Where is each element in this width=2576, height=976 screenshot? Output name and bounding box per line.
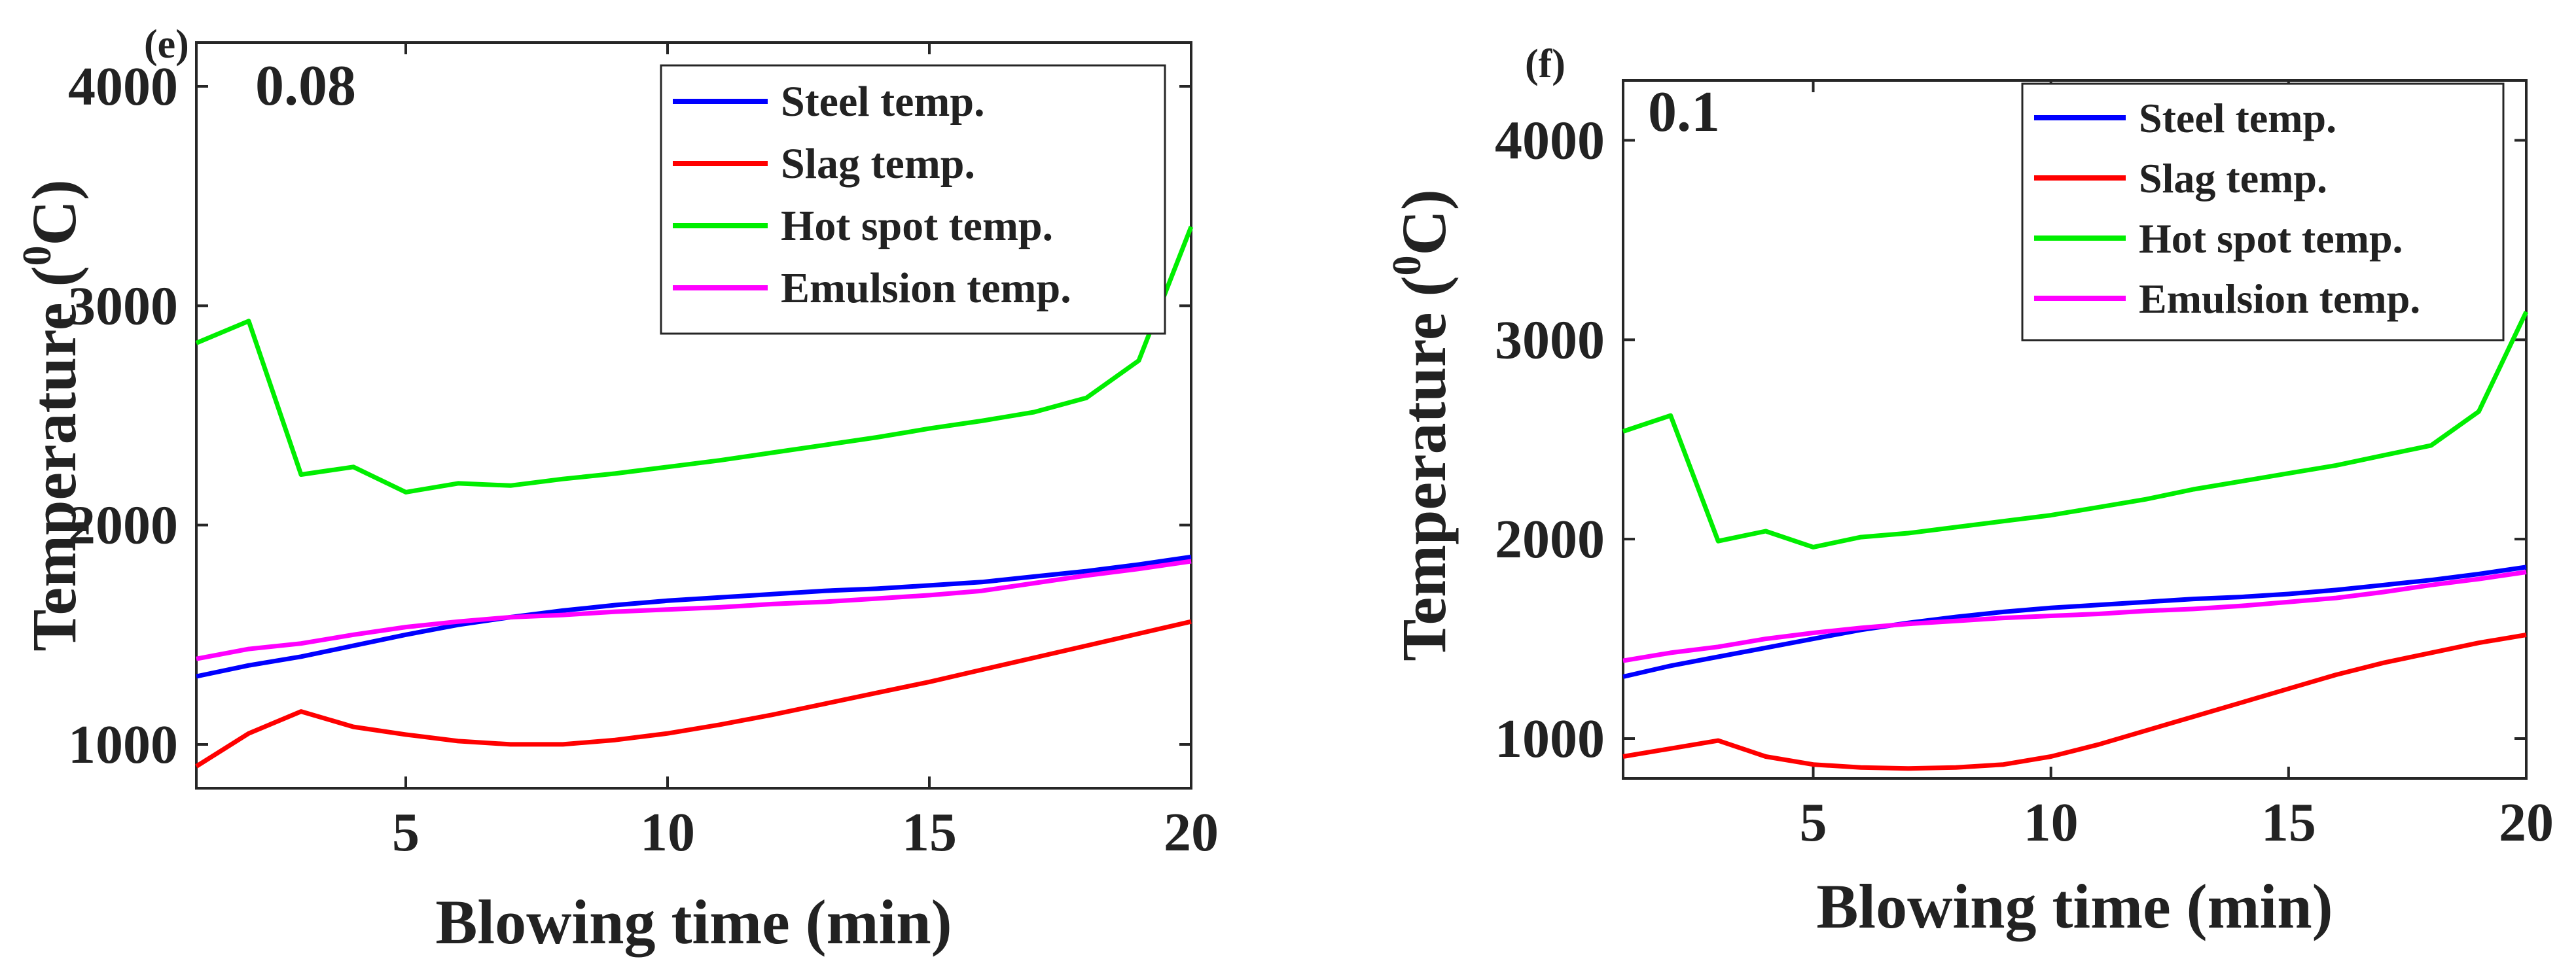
y-axis-label-end: C) [19,179,89,245]
y-tick-label: 3000 [1495,309,1605,370]
series-line-hot-spot-temp [195,226,1194,495]
panel-label: (e) [144,22,189,67]
x-tick-label: 20 [2499,792,2554,853]
y-axis-label: Temperature (0C) [15,179,89,652]
legend-label: Steel temp. [781,78,985,126]
legend-label: Emulsion temp. [781,264,1071,312]
annotation-value: 0.08 [255,54,356,118]
y-axis-ticks: 1000 2000 3000 4000 [68,56,1191,775]
series-lines [195,226,1194,769]
x-axis-label: Blowing time (min) [435,887,952,957]
series-line-slag-temp [1622,633,2527,771]
legend-label: Slag temp. [781,140,975,188]
y-axis-label-sup: 0 [15,246,60,266]
y-axis-label: Temperature (0C) [1385,189,1459,661]
x-tick-label: 20 [1164,802,1219,863]
series-line-steel-temp [196,554,1192,679]
y-tick-label: 1000 [68,714,178,775]
x-axis-label: Blowing time (min) [1816,871,2333,941]
x-tick-label: 15 [902,802,957,863]
legend-label: Steel temp. [2139,95,2336,141]
y-axis-label-end: C) [1389,189,1459,255]
legend-label: Hot spot temp. [781,202,1053,250]
y-tick-label: 1000 [1495,708,1605,769]
chart-panel-e: (e) 1000 2000 3000 4000 5 10 15 20 0.08 Steel … [15,22,1219,957]
series-line-emulsion-temp [1622,570,2527,663]
y-axis-label-sup: 0 [1385,256,1429,276]
legend: Steel temp. Slag temp. Hot spot temp. Emuls… [2021,82,2505,341]
x-axis-ticks: 5 10 15 20 [1800,80,2554,853]
annotation-value: 0.1 [1648,80,1720,144]
y-tick-label: 4000 [1495,110,1605,171]
chart-panel-f: (f) 1000 2000 3000 4000 5 10 15 20 0.1 Steel t… [1385,42,2554,941]
legend-label: Slag temp. [2139,155,2327,201]
y-tick-label: 3000 [68,275,178,336]
legend-label: Emulsion temp. [2139,275,2420,322]
x-tick-label: 15 [2261,792,2316,853]
y-tick-label: 2000 [68,495,178,556]
y-axis-label-main: Temperature ( [19,266,89,652]
series-lines [1622,311,2529,771]
legend: Steel temp. Slag temp. Hot spot temp. Emuls… [660,64,1166,335]
plot-frame [195,41,1192,790]
series-line-hot-spot-temp [1622,311,2529,549]
panel-label: (f) [1525,42,1565,86]
legend-label: Hot spot temp. [2139,215,2403,262]
y-tick-label: 4000 [68,56,178,117]
series-line-steel-temp [1622,565,2527,679]
x-tick-label: 10 [2024,792,2079,853]
y-axis-ticks: 1000 2000 3000 4000 [1495,110,2526,769]
x-tick-label: 10 [640,802,695,863]
x-tick-label: 5 [392,802,420,863]
x-tick-label: 5 [1800,792,1827,853]
series-line-slag-temp [195,619,1192,769]
y-tick-label: 2000 [1495,509,1605,570]
x-axis-ticks: 5 10 15 20 [392,43,1219,863]
series-line-emulsion-temp [196,559,1192,661]
y-axis-label-main: Temperature ( [1389,276,1459,661]
